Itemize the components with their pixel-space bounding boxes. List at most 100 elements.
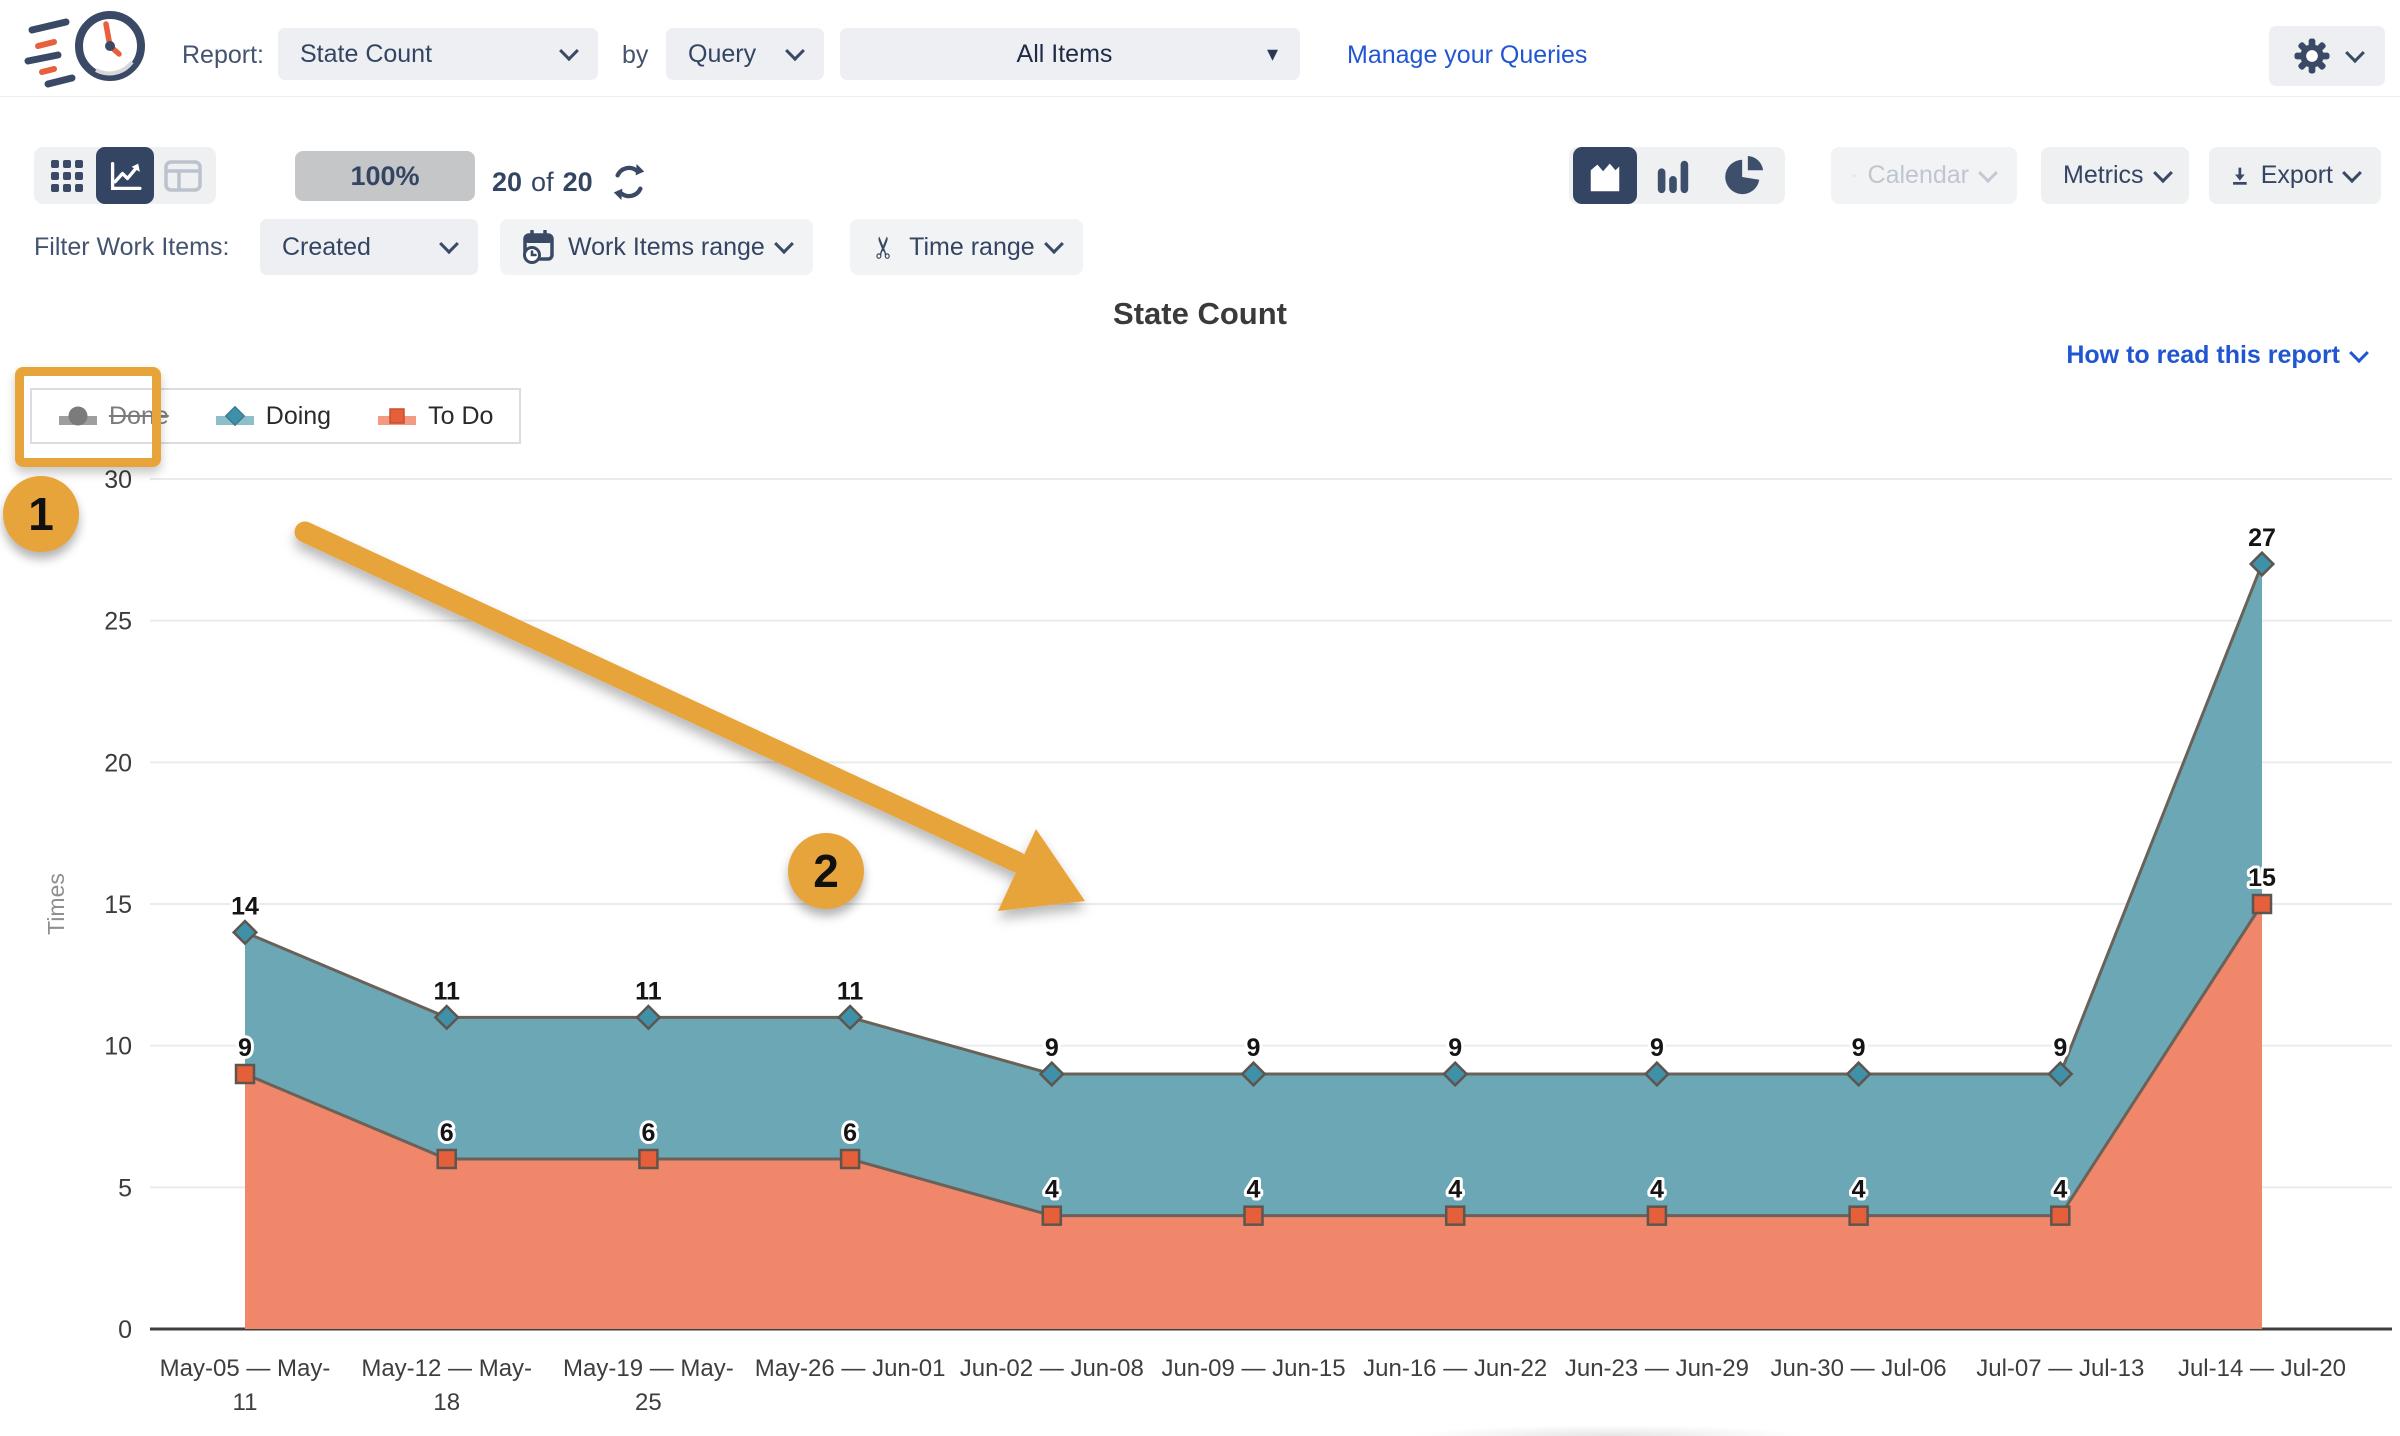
chevron-down-icon: [2345, 43, 2365, 64]
legend-label: Doing: [265, 401, 332, 430]
svg-text:9: 9: [1247, 1034, 1261, 1062]
triangle-down-icon: ▾: [1266, 41, 1278, 66]
svg-text:5: 5: [118, 1174, 132, 1202]
work-items-range-button[interactable]: Work Items range: [500, 219, 813, 275]
chart-type-switcher: [1569, 147, 1785, 204]
refresh-icon[interactable]: [610, 162, 648, 202]
calendar-label: Calendar: [1867, 161, 1969, 189]
chevron-down-icon: [559, 41, 579, 62]
svg-text:30: 30: [104, 466, 132, 494]
download-icon: [2233, 167, 2247, 185]
by-label: by: [622, 41, 649, 69]
view-switcher: [34, 147, 216, 204]
calendar-button: Calendar: [1831, 147, 2017, 204]
legend-label: Done: [109, 401, 169, 430]
chevron-down-icon: [439, 234, 459, 255]
legend-item-done[interactable]: Done: [58, 402, 169, 431]
chevron-down-icon: [773, 234, 794, 255]
calendar-clock-icon: [523, 230, 554, 264]
svg-text:20: 20: [104, 749, 132, 777]
svg-text:11: 11: [433, 977, 460, 1005]
svg-text:Jul-14 — Jul-20: Jul-14 — Jul-20: [2178, 1355, 2346, 1382]
chart-type-pie-button[interactable]: [1709, 147, 1781, 204]
svg-text:4: 4: [1650, 1176, 1664, 1204]
export-button[interactable]: Export: [2209, 147, 2381, 204]
items-select[interactable]: All Items ▾: [840, 28, 1300, 80]
svg-text:9: 9: [238, 1034, 252, 1062]
items-count: 20 of 20: [492, 162, 648, 202]
filter-created-value: Created: [282, 232, 371, 261]
filter-created-select[interactable]: Created: [260, 219, 478, 275]
manage-queries-link[interactable]: Manage your Queries: [1347, 41, 1588, 69]
group-by-select[interactable]: Query: [666, 28, 824, 80]
table-icon: [164, 159, 202, 192]
view-table-button[interactable]: [154, 147, 212, 204]
svg-text:4: 4: [2053, 1176, 2067, 1204]
calendar-icon: [1853, 174, 1856, 177]
svg-text:Jun-16 — Jun-22: Jun-16 — Jun-22: [1363, 1355, 1547, 1382]
chart-title: State Count: [1113, 296, 1287, 331]
report-label: Report:: [182, 41, 264, 69]
svg-text:6: 6: [843, 1119, 857, 1147]
app-header: Report: State Count by Query All Items ▾…: [0, 0, 2400, 97]
svg-text:May-26 — Jun-01: May-26 — Jun-01: [755, 1355, 946, 1382]
chart-type-bar-button[interactable]: [1637, 147, 1709, 204]
svg-text:4: 4: [1448, 1176, 1462, 1204]
svg-text:25: 25: [104, 608, 132, 636]
state-count-area-chart: 0 5 10 15 20 25 30 Times 14 11 11 11 9 9 9 9 9 9 27 9 6 6 6 4 4 4…: [43, 466, 2392, 1416]
svg-text:May-12 — May-: May-12 — May-: [361, 1355, 532, 1382]
view-grid-button[interactable]: [38, 147, 96, 204]
svg-text:11: 11: [837, 977, 864, 1005]
report-select[interactable]: State Count: [278, 28, 598, 80]
svg-text:4: 4: [1852, 1176, 1866, 1204]
metrics-button[interactable]: Metrics: [2041, 147, 2189, 204]
legend-item-to-do[interactable]: To Do: [377, 402, 493, 431]
legend-label: To Do: [428, 401, 494, 430]
app-logo-clock-icon: [24, 11, 145, 88]
how-to-read-link[interactable]: How to read this report: [2066, 341, 2369, 370]
items-select-value: All Items: [1016, 39, 1113, 68]
how-to-read-label: How to read this report: [2066, 341, 2340, 369]
legend-item-doing[interactable]: Doing: [215, 402, 331, 431]
svg-text:6: 6: [440, 1119, 454, 1147]
time-range-label: Time range: [909, 232, 1035, 261]
legend-swatch-circle-icon: [59, 406, 97, 426]
count-total: 20: [562, 166, 593, 197]
svg-text:27: 27: [2248, 524, 2276, 552]
svg-text:14: 14: [231, 892, 259, 920]
svg-text:4: 4: [1247, 1176, 1261, 1204]
svg-text:4: 4: [1045, 1176, 1059, 1204]
legend-swatch-diamond-icon: [215, 405, 254, 427]
time-range-button[interactable]: ✂ Time range: [850, 219, 1083, 275]
chevron-down-icon: [1043, 234, 1064, 255]
svg-text:May-05 — May-: May-05 — May-: [160, 1355, 331, 1382]
svg-text:10: 10: [104, 1033, 132, 1061]
report-select-value: State Count: [300, 39, 433, 68]
scissors-icon: ✂: [868, 234, 902, 260]
svg-text:Jun-23 — Jun-29: Jun-23 — Jun-29: [1565, 1355, 1749, 1382]
svg-text:May-19 — May-: May-19 — May-: [563, 1355, 734, 1382]
svg-text:15: 15: [104, 891, 132, 919]
svg-text:11: 11: [233, 1389, 258, 1416]
bar-chart-icon: [1657, 160, 1689, 193]
line-chart-icon: [110, 161, 142, 190]
count-of: of: [531, 166, 554, 197]
svg-text:Jun-02 — Jun-08: Jun-02 — Jun-08: [960, 1355, 1144, 1382]
svg-text:6: 6: [641, 1119, 655, 1147]
chevron-down-icon: [785, 41, 805, 62]
area-chart-icon: [1590, 163, 1620, 191]
grid-icon: [51, 159, 83, 192]
view-chart-button[interactable]: [96, 147, 154, 204]
filter-work-items-label: Filter Work Items:: [34, 233, 230, 261]
chart-legend: Done Doing To Do: [30, 388, 522, 444]
legend-swatch-square-icon: [378, 408, 417, 425]
svg-text:9: 9: [1650, 1034, 1664, 1062]
chevron-down-icon: [2349, 342, 2369, 363]
svg-text:9: 9: [2053, 1034, 2067, 1062]
svg-text:Jul-07 — Jul-13: Jul-07 — Jul-13: [1976, 1355, 2144, 1382]
pie-chart-icon: [1725, 155, 1764, 194]
settings-button[interactable]: [2269, 26, 2385, 86]
chart-type-area-button[interactable]: [1573, 147, 1637, 204]
svg-text:15: 15: [2248, 864, 2276, 892]
count-current: 20: [492, 166, 523, 197]
